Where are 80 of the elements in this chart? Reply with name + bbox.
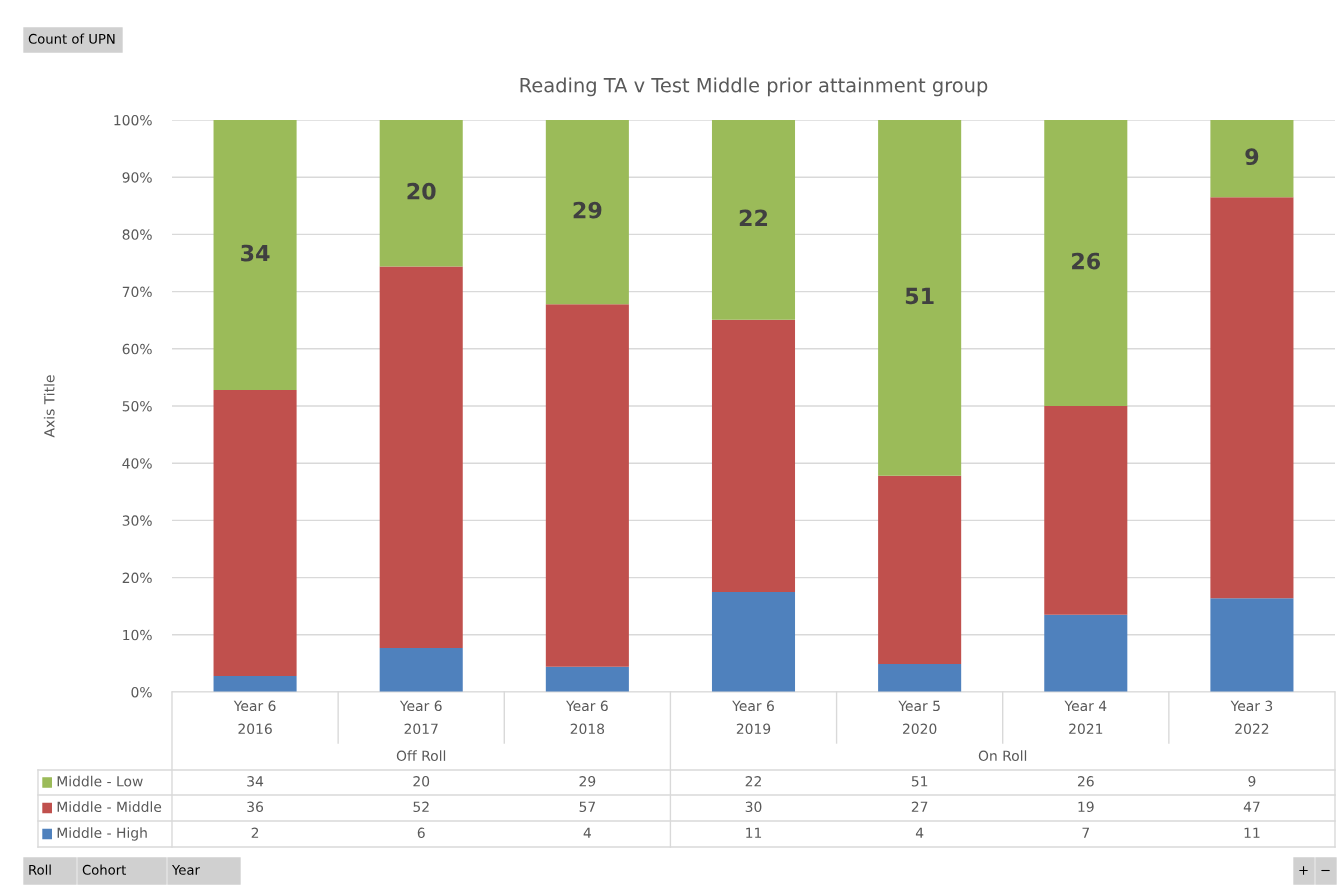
x-tick-label: Year 6 2016 bbox=[233, 700, 276, 735]
text: 11 bbox=[1244, 827, 1260, 838]
annotation: 51 bbox=[905, 287, 934, 305]
bar bbox=[1044, 614, 1128, 692]
text: Count of UPN bbox=[28, 33, 115, 44]
chart-title: Reading TA v Test Middle prior attainment group bbox=[520, 77, 988, 97]
x-tick-label: Year 4 2021 bbox=[1064, 700, 1107, 735]
y-tick-label: 0% bbox=[131, 686, 152, 698]
bar bbox=[379, 647, 463, 692]
bar bbox=[1210, 120, 1294, 198]
text: 22 bbox=[745, 776, 761, 787]
text: 26 bbox=[1077, 776, 1094, 787]
text: 34 bbox=[247, 776, 264, 787]
text: Off Roll bbox=[396, 750, 446, 762]
text: 4 bbox=[583, 827, 591, 838]
x-tick-label: Year 5 2020 bbox=[898, 700, 940, 735]
x-tick-label: Year 3 2022 bbox=[1230, 700, 1273, 735]
bar bbox=[545, 304, 629, 667]
annotation: 26 bbox=[1072, 252, 1101, 270]
annotation: 9 bbox=[1245, 148, 1259, 166]
text: 2 bbox=[251, 827, 259, 838]
annotation: 22 bbox=[739, 209, 768, 226]
bar bbox=[213, 675, 297, 692]
x-tick-label: Year 6 2019 bbox=[732, 700, 774, 735]
bar bbox=[213, 389, 297, 676]
bar bbox=[878, 120, 962, 476]
text: 27 bbox=[911, 801, 928, 812]
annotation: 34 bbox=[241, 244, 270, 262]
y-tick-label: 90% bbox=[122, 172, 152, 183]
y-tick-label: 40% bbox=[122, 458, 152, 469]
bar bbox=[1210, 598, 1294, 692]
y-tick-label: 20% bbox=[122, 572, 152, 584]
text: 57 bbox=[579, 801, 596, 813]
bar bbox=[545, 666, 629, 692]
text: 7 bbox=[1082, 827, 1090, 838]
y-tick-label: 100% bbox=[114, 114, 152, 126]
y-tick-label: 10% bbox=[123, 629, 152, 641]
bar bbox=[1210, 197, 1294, 599]
annotation: 20 bbox=[407, 182, 436, 200]
text: 47 bbox=[1243, 801, 1260, 812]
y-tick-label: 60% bbox=[122, 343, 152, 355]
text: 36 bbox=[247, 801, 264, 813]
bar bbox=[878, 663, 962, 692]
bar bbox=[379, 120, 463, 267]
text: 19 bbox=[1078, 801, 1094, 813]
text: 11 bbox=[746, 827, 762, 838]
y-tick-label: 70% bbox=[122, 286, 152, 298]
text: 4 bbox=[915, 827, 924, 838]
y-tick-label: 30% bbox=[122, 515, 152, 526]
text: On Roll bbox=[978, 750, 1027, 762]
bar bbox=[379, 266, 463, 648]
bar bbox=[711, 120, 796, 320]
x-tick-label: Year 6 2018 bbox=[566, 700, 608, 735]
bar bbox=[1044, 120, 1128, 406]
bar bbox=[545, 120, 629, 305]
text: + bbox=[1299, 866, 1308, 875]
text: 51 bbox=[911, 776, 928, 787]
legend-label: Middle - Middle bbox=[57, 801, 162, 813]
text: 30 bbox=[745, 801, 762, 813]
y-tick-label: 80% bbox=[122, 229, 152, 240]
bar bbox=[711, 591, 796, 692]
x-tick-label: Year 6 2017 bbox=[399, 700, 442, 735]
y-axis-title: Axis Title bbox=[43, 375, 55, 438]
y-tick-label: 50% bbox=[122, 400, 152, 412]
text: Year bbox=[171, 865, 200, 875]
legend-label: Middle - Low bbox=[57, 775, 143, 787]
text: 20 bbox=[413, 776, 430, 787]
text: Roll bbox=[29, 864, 51, 875]
text: 6 bbox=[417, 827, 425, 839]
bar bbox=[711, 319, 796, 592]
text: 29 bbox=[579, 776, 596, 787]
text: − bbox=[1321, 869, 1330, 872]
text: 9 bbox=[1248, 776, 1256, 787]
bar bbox=[878, 475, 962, 664]
text: 52 bbox=[413, 801, 429, 813]
bar bbox=[1044, 406, 1128, 615]
legend-label: Middle - High bbox=[57, 827, 147, 841]
annotation: 29 bbox=[573, 201, 602, 219]
bar bbox=[213, 120, 297, 390]
text: Cohort bbox=[82, 864, 126, 875]
